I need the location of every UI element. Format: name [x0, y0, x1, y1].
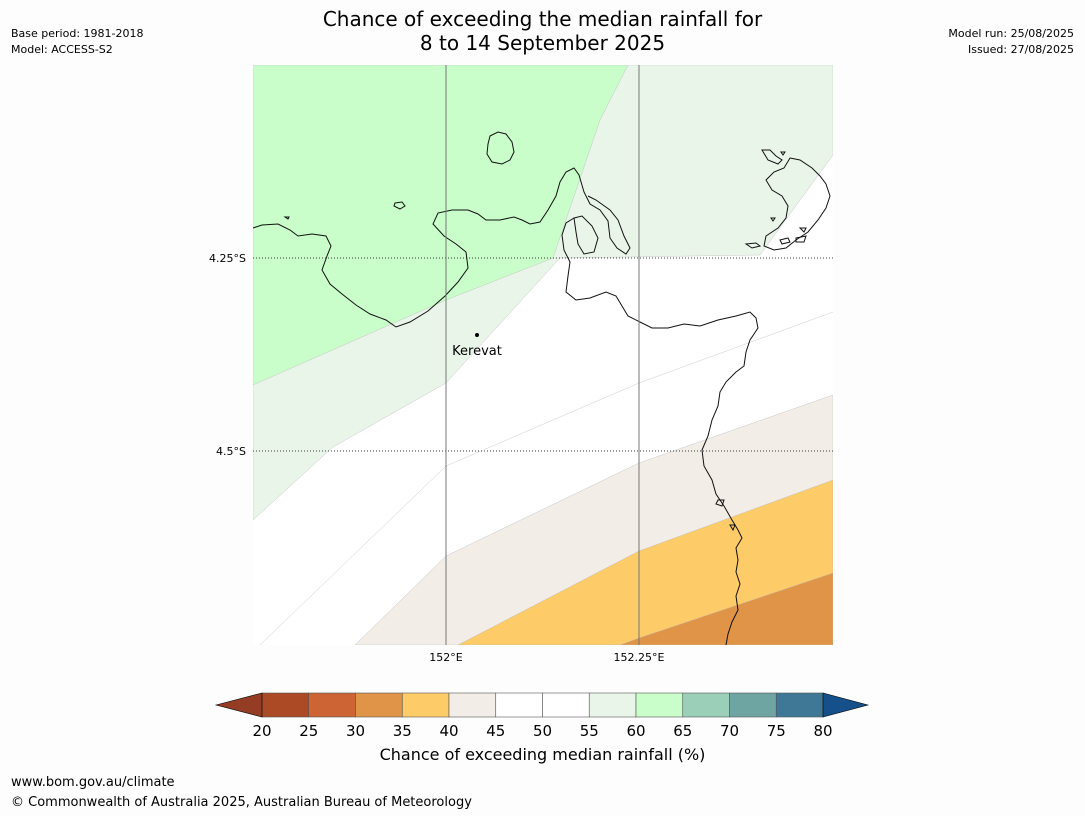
- forecast-map: 4.25°S 4.5°S 152°E 152.25°E Kerevat: [209, 65, 833, 664]
- lon-label-152.25: 152.25°E: [614, 651, 665, 664]
- colorbar-cell-45-50: [495, 692, 543, 718]
- colorbar-cell-50-55: [542, 692, 590, 718]
- colorbar-over-triangle: [822, 692, 870, 718]
- title-line-1: Chance of exceeding the median rainfall …: [322, 7, 763, 31]
- map-title: Chance of exceeding the median rainfall …: [0, 7, 1085, 55]
- model-text: Model: ACCESS-S2: [11, 43, 113, 56]
- footer-url: www.bom.gov.au/climate: [11, 775, 175, 790]
- colorbar-tick-40: 40: [439, 722, 458, 740]
- lat-label-4.5: 4.5°S: [216, 445, 246, 458]
- lat-label-4.25: 4.25°S: [209, 252, 246, 265]
- colorbar-cell-35-40: [401, 692, 450, 718]
- colorbar-cell-60-65: [635, 692, 684, 718]
- colorbar-tick-35: 35: [393, 722, 412, 740]
- colorbar-tick-55: 55: [580, 722, 599, 740]
- footer-copyright: © Commonwealth of Australia 2025, Austra…: [11, 795, 472, 810]
- probability-field: [253, 65, 833, 645]
- graticule: [253, 65, 833, 645]
- colorbar-tick-labels: 20 25 30 35 40 45 50 55 60 65 70 75 80: [252, 722, 832, 740]
- colorbar-tick-25: 25: [299, 722, 318, 740]
- colorbar-tick-75: 75: [767, 722, 786, 740]
- band-30-35: [619, 572, 833, 645]
- header-meta-left: Base period: 1981-2018 Model: ACCESS-S2: [11, 26, 143, 58]
- colorbar-tick-50: 50: [533, 722, 552, 740]
- band-35-40: [457, 479, 833, 645]
- colorbar-cell-20-25: [261, 692, 310, 718]
- colorbar-tick-80: 80: [813, 722, 832, 740]
- kerevat-label: Kerevat: [452, 344, 502, 359]
- title-line-2: 8 to 14 September 2025: [419, 31, 666, 55]
- colorbar-cell-75-80: [775, 692, 824, 718]
- colorbar-cell-40-45: [448, 692, 497, 718]
- colorbar-cell-25-30: [308, 692, 356, 718]
- colorbar-tick-70: 70: [720, 722, 739, 740]
- colorbar-cell-70-75: [729, 692, 777, 718]
- coastline: [253, 131, 831, 645]
- colorbar-tick-65: 65: [673, 722, 692, 740]
- colorbar: 20 25 30 35 40 45 50 55 60 65 70 75 80: [214, 692, 870, 740]
- kerevat-marker: [475, 333, 479, 337]
- lon-label-152: 152°E: [429, 651, 462, 664]
- colorbar-cells: [261, 692, 824, 718]
- base-period-text: Base period: 1981-2018: [11, 27, 144, 40]
- colorbar-tick-45: 45: [486, 722, 505, 740]
- colorbar-cell-65-70: [682, 692, 730, 718]
- issued-text: Issued: 27/08/2025: [967, 43, 1074, 56]
- contour-line-50: [259, 311, 833, 645]
- colorbar-under-triangle: [214, 692, 263, 718]
- model-run-text: Model run: 25/08/2025: [948, 27, 1074, 40]
- colorbar-tick-60: 60: [626, 722, 645, 740]
- colorbar-cell-30-35: [355, 692, 403, 718]
- colorbar-cell-55-60: [588, 692, 637, 718]
- colorbar-title: Chance of exceeding median rainfall (%): [379, 745, 706, 764]
- header-meta-right: Model run: 25/08/2025 Issued: 27/08/2025: [948, 26, 1074, 58]
- colorbar-tick-20: 20: [252, 722, 271, 740]
- colorbar-tick-30: 30: [346, 722, 365, 740]
